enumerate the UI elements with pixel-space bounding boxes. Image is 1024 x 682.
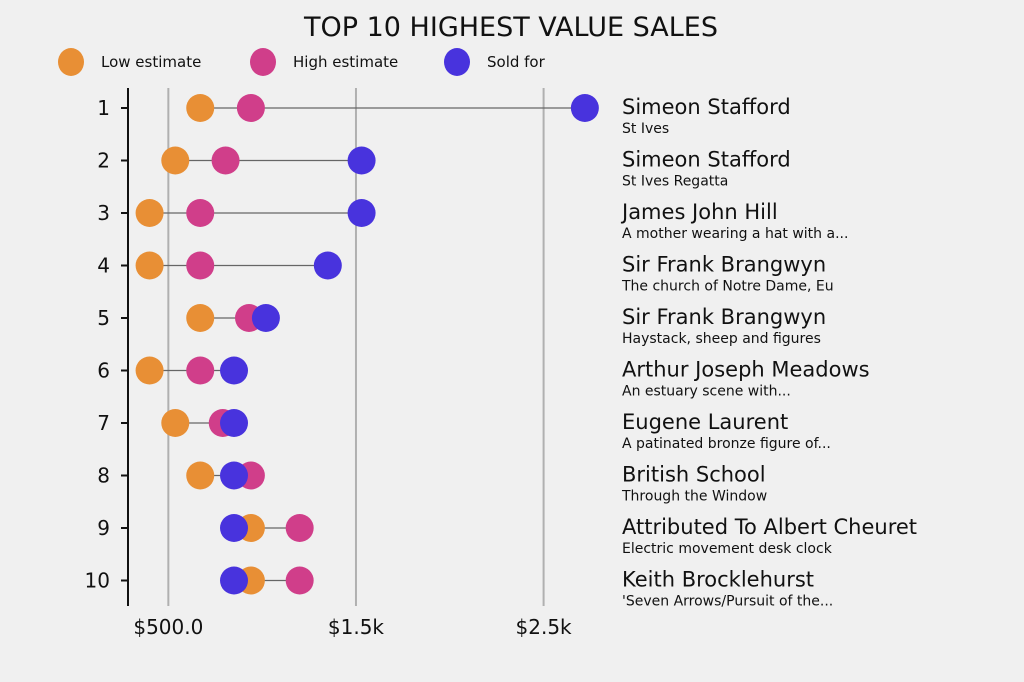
- sold-point: [347, 199, 376, 227]
- artist-name: Simeon Stafford: [622, 148, 791, 172]
- low-point: [161, 409, 190, 437]
- high-point: [236, 94, 265, 122]
- sold-point: [570, 94, 599, 122]
- rank-label: 6: [97, 359, 110, 383]
- work-title: 'Seven Arrows/Pursuit of the...: [622, 594, 833, 610]
- work-title: St Ives: [622, 121, 669, 137]
- low-point: [161, 146, 190, 175]
- legend: Low estimate High estimate Sold for: [58, 48, 546, 76]
- rank-label: 5: [97, 306, 110, 330]
- artist-name: Eugene Laurent: [622, 410, 788, 434]
- low-point: [135, 251, 164, 280]
- work-title: A mother wearing a hat with a...: [622, 226, 848, 242]
- artist-name: Sir Frank Brangwyn: [622, 253, 826, 277]
- high-point: [186, 356, 215, 385]
- high-point: [186, 199, 215, 227]
- sold-point: [251, 304, 280, 332]
- low-point: [186, 304, 215, 332]
- row-5: 5 Sir Frank Brangwyn Haystack, sheep and f…: [97, 304, 826, 347]
- artist-name: James John Hill: [620, 200, 778, 224]
- rank-label: 9: [97, 516, 110, 540]
- work-title: St Ives Regatta: [622, 174, 728, 190]
- high-point: [186, 251, 215, 280]
- rank-label: 3: [97, 201, 110, 225]
- legend-swatch-1: [250, 48, 276, 76]
- legend-label: High estimate: [293, 53, 398, 71]
- grid: [167, 88, 545, 606]
- artist-name: Arthur Joseph Meadows: [622, 358, 870, 382]
- sold-point: [220, 356, 249, 385]
- high-point: [285, 514, 314, 542]
- legend-swatch-0: [58, 48, 84, 76]
- x-tick-label: $1.5k: [328, 615, 385, 639]
- x-tick-label: $500.0: [133, 615, 203, 639]
- sold-point: [313, 251, 342, 280]
- rank-label: 7: [97, 411, 110, 435]
- row-7: 7 Eugene Laurent A patinated bronze figure…: [97, 409, 831, 452]
- sold-point: [347, 146, 376, 175]
- row-8: 8 British School Through the Window: [97, 461, 767, 505]
- low-point: [135, 199, 164, 227]
- rows: 1 Simeon Stafford St Ives 2 Simeon Stafford S…: [85, 94, 917, 610]
- artist-name: Attributed To Albert Cheuret: [622, 515, 917, 539]
- sold-point: [220, 514, 249, 542]
- x-tick-label: $2.5k: [516, 615, 573, 639]
- row-10: 10 Keith Brocklehurst 'Seven Arrows/Pursui…: [85, 566, 833, 610]
- row-4: 4 Sir Frank Brangwyn The church of Notre D…: [97, 251, 834, 295]
- sold-point: [220, 409, 249, 437]
- low-point: [135, 356, 164, 385]
- work-title: The church of Notre Dame, Eu: [621, 279, 834, 295]
- artist-name: Sir Frank Brangwyn: [622, 305, 826, 329]
- rank-label: 2: [97, 149, 110, 173]
- work-title: Haystack, sheep and figures: [622, 331, 821, 347]
- row-9: 9 Attributed To Albert Cheuret Electric mo…: [97, 514, 917, 557]
- row-1: 1 Simeon Stafford St Ives: [97, 94, 791, 137]
- x-axis: $500.0 $1.5k $2.5k: [127, 88, 573, 639]
- chart-title: TOP 10 HIGHEST VALUE SALES: [303, 12, 718, 43]
- artist-name: Keith Brocklehurst: [622, 568, 814, 592]
- work-title: Through the Window: [621, 489, 767, 505]
- artist-name: Simeon Stafford: [622, 95, 791, 119]
- high-point: [285, 566, 314, 595]
- artist-name: British School: [622, 463, 766, 487]
- rank-label: 4: [97, 254, 110, 278]
- sold-point: [220, 566, 249, 595]
- high-point: [211, 146, 240, 175]
- low-point: [186, 94, 215, 122]
- sold-point: [220, 461, 249, 490]
- low-point: [186, 461, 215, 490]
- row-3: 3 James John Hill A mother wearing a hat w…: [97, 199, 848, 242]
- legend-swatch-2: [444, 48, 470, 76]
- legend-label: Low estimate: [101, 53, 201, 71]
- work-title: Electric movement desk clock: [622, 541, 833, 557]
- legend-label: Sold for: [487, 53, 546, 71]
- rank-label: 1: [97, 96, 110, 120]
- work-title: A patinated bronze figure of...: [622, 436, 831, 452]
- work-title: An estuary scene with...: [622, 384, 791, 400]
- rank-label: 10: [85, 569, 110, 593]
- rank-label: 8: [97, 464, 110, 488]
- row-6: 6 Arthur Joseph Meadows An estuary scene w…: [97, 356, 870, 400]
- row-2: 2 Simeon Stafford St Ives Regatta: [97, 146, 791, 190]
